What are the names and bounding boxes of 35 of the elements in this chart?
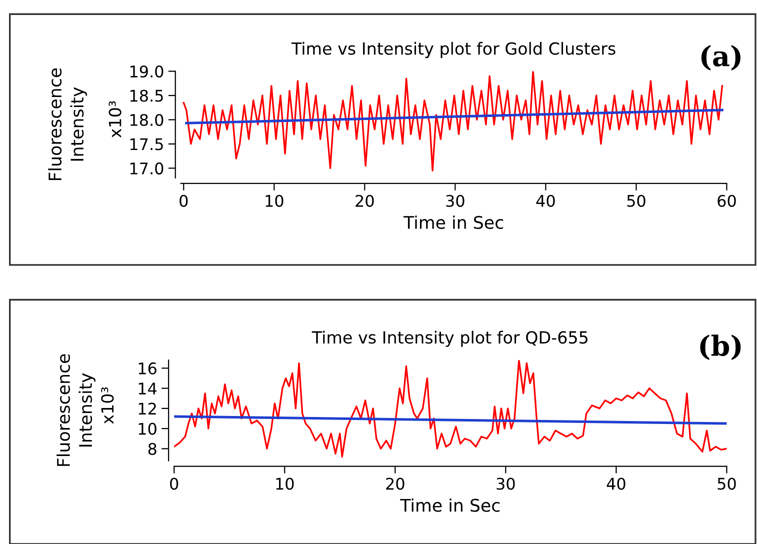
y-tick-label: 10	[138, 422, 156, 435]
x-tick-label: 20	[356, 194, 374, 207]
line-series	[182, 71, 724, 172]
y-tick-label: 16	[138, 362, 156, 374]
x-tick-label: 10	[266, 194, 284, 207]
x-tick-label: 60	[718, 194, 736, 207]
x-tick-label: 40	[606, 478, 626, 490]
x-axis-title: Time in Sec	[403, 216, 504, 230]
x-tick-label: 0	[170, 478, 178, 490]
text: (a)	[701, 45, 740, 70]
x-axis-title: Time in Sec	[400, 498, 500, 512]
x-tick-label: 0	[180, 194, 188, 207]
y-tick-label: 12	[138, 402, 156, 415]
chart-title: Time vs Intensity plot for QD-655	[312, 330, 588, 347]
y-tick-label: 17.0	[130, 162, 164, 174]
text: (b)	[700, 334, 741, 360]
x-tick-label: 30	[446, 194, 464, 207]
y-tick-label: 19.0	[130, 65, 164, 78]
y-axis-title: Fluorescence Intensity	[56, 354, 96, 466]
x-tick-label: 50	[718, 478, 736, 490]
y-tick-label: 18.0	[130, 114, 164, 126]
y-tick-label: 8	[148, 442, 156, 455]
line-series	[174, 360, 727, 458]
y-tick-label: 17.5	[130, 138, 163, 150]
text: x10³	[108, 101, 122, 138]
y-tick-label: 18.5	[130, 90, 163, 102]
chart-title: Time vs Intensity plot for Gold Clusters	[291, 42, 616, 58]
x-tick-label: 10	[276, 478, 294, 490]
x-tick-label: 40	[536, 194, 555, 207]
x-tick-label: 20	[386, 478, 404, 490]
y-axis-title: Fluorescence Intensity	[48, 68, 88, 180]
y-tick-label: 14	[138, 382, 157, 394]
x-tick-label: 50	[627, 194, 646, 207]
text: x10³	[101, 387, 114, 424]
x-tick-label: 30	[496, 478, 515, 490]
